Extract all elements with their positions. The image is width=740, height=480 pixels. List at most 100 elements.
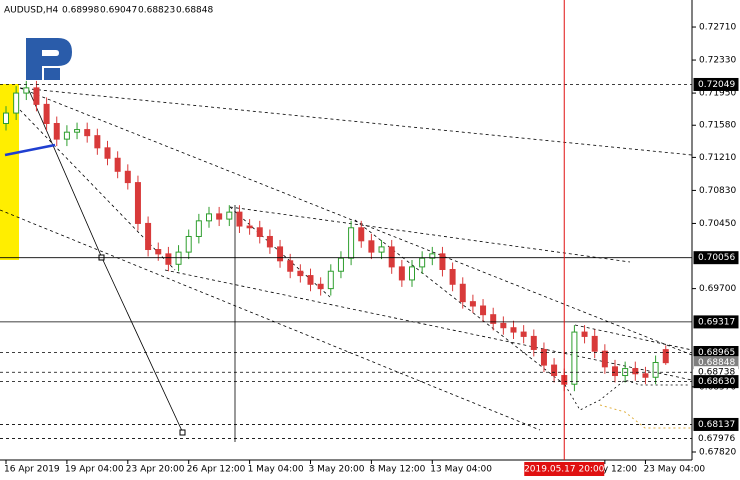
candle-body	[378, 246, 385, 253]
logo	[26, 38, 72, 80]
candle-body	[662, 349, 669, 364]
candle-body	[277, 246, 284, 262]
trendline	[19, 87, 693, 156]
candle-body	[327, 270, 334, 290]
candle-body	[358, 227, 365, 242]
level-box	[693, 417, 739, 431]
candle-body	[540, 348, 547, 366]
level-label: 0.68630	[698, 377, 735, 387]
candle-body	[134, 182, 141, 224]
candle-body	[84, 129, 91, 137]
x-tick-label: 13 May 04:00	[430, 465, 492, 475]
candle-body	[23, 87, 30, 94]
candle-body	[175, 251, 182, 265]
highlight-zone	[0, 84, 19, 260]
level-box	[693, 251, 739, 265]
candle-body	[124, 170, 131, 184]
candle-body	[43, 103, 50, 124]
candle-body	[398, 266, 405, 281]
candle-body	[206, 213, 212, 222]
candle-body	[571, 331, 578, 385]
x-tick-label: 26 Apr 12:00	[187, 465, 246, 475]
x-tick-label: 23 Apr 20:00	[126, 465, 185, 475]
trendline	[229, 206, 631, 263]
x-tick-label: 8 May 12:00	[369, 465, 425, 475]
ohlc-low: 0.68823	[138, 6, 175, 16]
trendline	[4, 143, 56, 157]
candle-body	[246, 225, 253, 229]
candle-body	[297, 270, 304, 277]
ohlc-close: 0.68848	[176, 6, 213, 16]
trendline	[19, 109, 176, 271]
y-tick-label: 0.69700	[699, 284, 736, 294]
candle-body	[63, 131, 70, 140]
ohlc-open: 0.68998	[62, 6, 99, 16]
candle-body	[409, 266, 415, 281]
level-label: 0.70056	[698, 253, 735, 263]
symbol: AUDUSD,H4	[4, 6, 59, 16]
candle-body	[632, 368, 639, 375]
level-box	[694, 432, 738, 445]
candle-body	[551, 364, 558, 377]
candle-body	[216, 213, 223, 220]
candle-body	[287, 260, 294, 272]
level-label: 0.68137	[698, 420, 735, 430]
candle-body	[429, 253, 436, 259]
candle-body	[652, 361, 659, 378]
candle-body	[642, 373, 649, 378]
level-box	[693, 77, 739, 91]
candle-body	[94, 135, 101, 149]
y-tick-label: 0.70830	[699, 186, 736, 196]
candle-body	[581, 331, 588, 337]
candle-body	[480, 305, 487, 316]
candle-body	[155, 249, 162, 255]
y-tick-label: 0.71210	[699, 153, 736, 163]
x-tick-label: 16 Apr 2019	[4, 465, 60, 475]
projection	[599, 404, 692, 429]
candle-body	[74, 129, 81, 133]
candle-body	[165, 253, 172, 265]
candle-body	[104, 147, 111, 159]
trendline	[19, 87, 693, 356]
level-label: 0.69317	[698, 317, 735, 327]
y-tick-label: 0.70450	[699, 219, 736, 229]
level-label: 0.68965	[698, 348, 735, 358]
candle-body	[185, 235, 192, 253]
candle-body	[266, 235, 273, 248]
y-tick-label: 0.72710	[699, 23, 736, 33]
candle-body	[307, 275, 314, 285]
candle-body	[13, 92, 20, 114]
candle-body	[591, 335, 598, 352]
candle-body	[601, 350, 608, 368]
level-label: 0.68738	[698, 368, 735, 378]
level-label: 0.67976	[698, 434, 735, 444]
level-box	[693, 315, 739, 329]
logo-mark	[44, 68, 60, 80]
logo-mark	[26, 38, 72, 80]
trendline	[0, 209, 541, 431]
level-box	[693, 375, 739, 389]
level-label: 0.68848	[698, 358, 735, 368]
candle-body	[490, 314, 497, 324]
x-tick-label: y 12:00	[603, 465, 637, 475]
candle-body	[53, 122, 60, 140]
cursor-box	[524, 462, 605, 476]
y-tick-label: 0.67820	[699, 448, 736, 458]
ohlc-high: 0.69047	[100, 6, 137, 16]
candle-body	[510, 327, 517, 333]
candle-body	[236, 211, 243, 227]
candle-body	[33, 87, 40, 105]
candle-body	[612, 366, 618, 377]
candle-body	[388, 246, 395, 268]
candle-body	[368, 240, 375, 253]
candle-body	[520, 331, 527, 337]
candle-body	[348, 227, 355, 259]
candle-body	[114, 157, 121, 172]
y-tick-label: 0.71950	[699, 89, 736, 99]
candle-body	[145, 222, 152, 251]
x-tick-label: 19 Apr 04:00	[65, 465, 124, 475]
candle-body	[3, 112, 9, 124]
trendline	[574, 324, 693, 351]
x-tick-label: 1 May 04:00	[248, 465, 304, 475]
